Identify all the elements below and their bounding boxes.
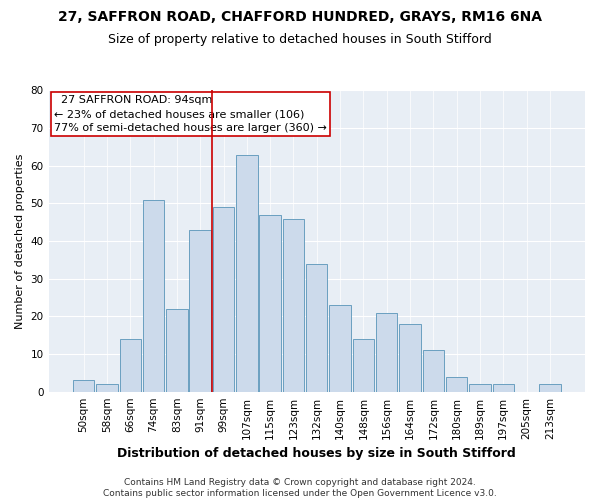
Bar [259,214,281,392]
Bar [96,384,118,392]
Text: Size of property relative to detached houses in South Stifford: Size of property relative to detached ho… [108,32,492,46]
Y-axis label: Number of detached properties: Number of detached properties [15,154,25,329]
Bar [166,309,188,392]
Bar [190,230,211,392]
Bar [329,305,351,392]
Bar [73,380,94,392]
X-axis label: Distribution of detached houses by size in South Stifford: Distribution of detached houses by size … [118,447,516,460]
Bar [422,350,444,392]
Text: 27 SAFFRON ROAD: 94sqm
← 23% of detached houses are smaller (106)
77% of semi-de: 27 SAFFRON ROAD: 94sqm ← 23% of detached… [54,95,327,133]
Bar [143,200,164,392]
Bar [119,339,141,392]
Bar [376,312,397,392]
Bar [306,264,328,392]
Bar [213,207,234,392]
Bar [236,154,257,392]
Bar [446,376,467,392]
Bar [399,324,421,392]
Bar [353,339,374,392]
Text: Contains HM Land Registry data © Crown copyright and database right 2024.
Contai: Contains HM Land Registry data © Crown c… [103,478,497,498]
Text: 27, SAFFRON ROAD, CHAFFORD HUNDRED, GRAYS, RM16 6NA: 27, SAFFRON ROAD, CHAFFORD HUNDRED, GRAY… [58,10,542,24]
Bar [539,384,560,392]
Bar [469,384,491,392]
Bar [493,384,514,392]
Bar [283,218,304,392]
